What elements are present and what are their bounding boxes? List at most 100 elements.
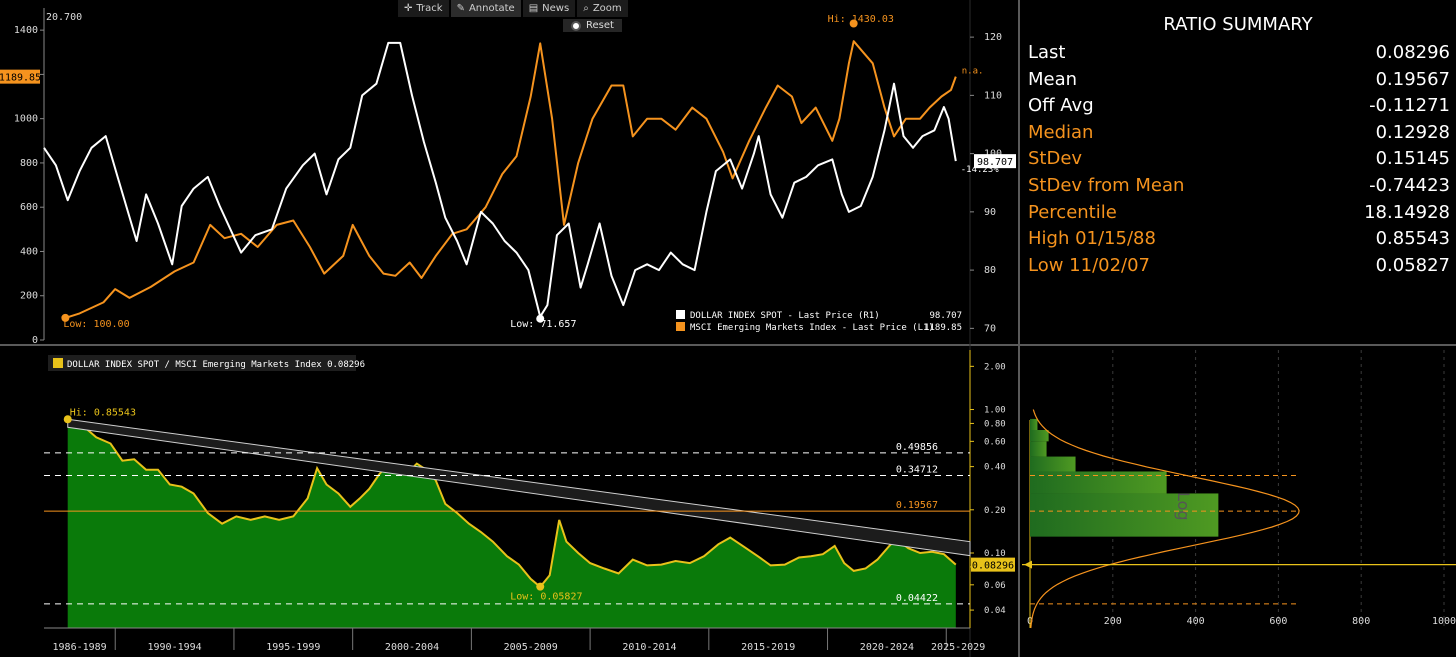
histogram-bar	[1030, 493, 1219, 537]
legend-label: MSCI Emerging Markets Index - Last Price…	[690, 323, 934, 333]
annotate-button[interactable]: ✎ Annotate	[450, 0, 521, 17]
na-label: n.a.	[962, 67, 984, 77]
pencil-icon: ✎	[456, 3, 465, 14]
news-button[interactable]: ▤ News	[522, 0, 576, 17]
histogram-x-tick-label: 200	[1104, 616, 1122, 627]
msci-series-line	[65, 40, 957, 319]
summary-value: 0.12928	[1375, 121, 1450, 143]
log-scale-label: Log	[1174, 492, 1193, 521]
left-axis-tick-label: 200	[20, 291, 38, 302]
ratio-legend-label: DOLLAR INDEX SPOT / MSCI Emerging Market…	[67, 360, 365, 370]
dollar-index-low-label: Low: 71.657	[510, 319, 576, 330]
summary-row: High 01/15/88 0.85543	[1022, 226, 1454, 253]
news-icon: ▤	[528, 3, 539, 14]
right-axis-tick-label: 100	[984, 149, 1002, 160]
ratio-axis-tick-label: 0.40	[984, 463, 1006, 473]
summary-label: StDev from Mean	[1028, 174, 1185, 196]
summary-label: Low 11/02/07	[1028, 254, 1151, 276]
legend-value: 1189.85	[924, 323, 962, 333]
summary-value: 0.19567	[1375, 68, 1450, 90]
histogram-bar	[1030, 456, 1076, 472]
msci-low-label: Low: 100.00	[63, 319, 129, 330]
ratio-high-marker	[63, 415, 72, 424]
ratio-axis-tick-label: 0.10	[984, 549, 1006, 559]
reset-button[interactable]: Reset	[563, 19, 622, 32]
dollar-index-low-marker	[536, 314, 545, 323]
summary-value: 0.05827	[1375, 254, 1450, 276]
right-axis-tick-label: 70	[984, 323, 996, 334]
stdev-level-label: 0.49856	[896, 442, 938, 453]
summary-label: Mean	[1028, 68, 1078, 90]
ratio-axis-tick-label: 0.20	[984, 506, 1006, 516]
x-axis-tick-label: 2005-2009	[504, 642, 558, 653]
right-axis-tick-label: 80	[984, 265, 996, 276]
summary-label: Percentile	[1028, 201, 1117, 223]
ratio-axis-tick-label: 0.80	[984, 419, 1006, 429]
ratio-high-label: Hi: 0.85543	[70, 407, 136, 418]
ratio-axis-tick-label: 0.04	[984, 606, 1006, 616]
legend-value: 98.707	[929, 311, 962, 321]
ratio-series-line	[67, 418, 957, 589]
current-msci-badge-label: 1189.85	[0, 73, 41, 84]
right-axis-tick-label: 110	[984, 90, 1002, 101]
ratio-legend-swatch	[53, 358, 63, 368]
percent-change-label: -14.23%	[961, 165, 1000, 175]
x-axis-tick-label: 2015-2019	[741, 642, 795, 653]
histogram-x-tick-label: 800	[1352, 616, 1370, 627]
current-value-arrow-icon	[1024, 560, 1032, 569]
msci-low-marker	[61, 313, 70, 322]
left-axis-tick-label: 0	[32, 335, 38, 346]
current-ratio-badge	[971, 557, 1015, 572]
x-axis-tick-label: 2020-2024	[860, 642, 914, 653]
legend-swatch	[676, 322, 685, 331]
ratio-area-fill	[67, 419, 956, 628]
left-axis-extra-label: 20.700	[46, 12, 82, 23]
current-dollar-index-badge	[974, 154, 1016, 169]
summary-row: Last 0.08296	[1022, 40, 1454, 67]
x-axis-tick-label: 1995-1999	[266, 642, 320, 653]
trend-channel	[67, 418, 971, 557]
right-axis-tick-label: 90	[984, 207, 996, 218]
current-dollar-index-badge-label: 98.707	[977, 157, 1013, 168]
ratio-axis-tick-label: 1.00	[984, 406, 1006, 416]
summary-row: Percentile 18.14928	[1022, 200, 1454, 227]
histogram-x-tick-label: 1000	[1432, 616, 1456, 627]
magnifier-icon: ⌕	[583, 3, 589, 14]
current-ratio-badge-label: 0.08296	[972, 561, 1014, 572]
stdev-level-label: 0.04422	[896, 593, 938, 604]
left-axis-tick-label: 800	[20, 158, 38, 169]
ratio-axis-tick-label: 0.06	[984, 581, 1006, 591]
summary-row: StDev from Mean -0.74423	[1022, 173, 1454, 200]
distribution-curve	[1030, 409, 1300, 629]
summary-row: Low 11/02/07 0.05827	[1022, 253, 1454, 280]
left-axis-tick-label: 400	[20, 246, 38, 257]
histogram-bar	[1030, 429, 1049, 442]
summary-value: 0.15145	[1375, 148, 1450, 170]
track-button[interactable]: ✛ Track	[398, 0, 449, 17]
ratio-axis-tick-label: 0.60	[984, 437, 1006, 447]
histogram-x-tick-label: 400	[1187, 616, 1205, 627]
summary-value: 0.85543	[1375, 228, 1450, 250]
left-axis-tick-label: 600	[20, 202, 38, 213]
summary-row: Off Avg -0.11271	[1022, 93, 1454, 120]
ratio-summary-rows: Last 0.08296 Mean 0.19567 Off Avg -0.11271 Med…	[1022, 40, 1454, 279]
summary-value: -0.74423	[1369, 174, 1450, 196]
reset-icon	[571, 20, 581, 31]
summary-value: 18.14928	[1364, 201, 1450, 223]
mean-level-label: 0.19567	[896, 500, 938, 511]
summary-label: High 01/15/88	[1028, 228, 1156, 250]
x-axis-tick-label: 2025-2029	[931, 642, 985, 653]
summary-label: StDev	[1028, 148, 1083, 170]
summary-value: 0.08296	[1375, 42, 1450, 63]
legend-label: DOLLAR INDEX SPOT - Last Price (R1)	[690, 311, 880, 321]
legend-swatch	[676, 310, 685, 319]
zoom-button[interactable]: ⌕ Zoom	[577, 0, 628, 17]
right-axis-tick-label: 120	[984, 32, 1002, 43]
summary-row: StDev 0.15145	[1022, 146, 1454, 173]
summary-row: Mean 0.19567	[1022, 67, 1454, 94]
x-axis-tick-label: 1986-1989	[53, 642, 107, 653]
ratio-low-label: Low: 0.05827	[510, 592, 582, 603]
summary-label: Median	[1028, 121, 1094, 143]
left-axis-tick-label: 1000	[14, 114, 38, 125]
